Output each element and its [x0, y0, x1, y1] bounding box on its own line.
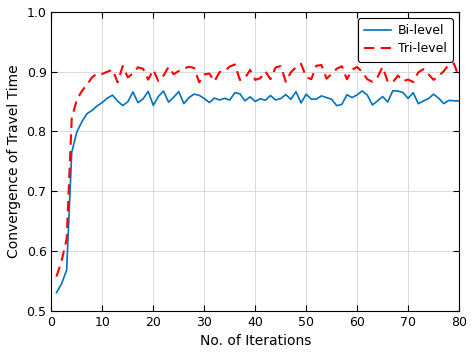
- X-axis label: No. of Iterations: No. of Iterations: [200, 334, 311, 348]
- Line: Bi-level: Bi-level: [56, 91, 459, 293]
- Tri-level: [298, 62, 304, 66]
- Bi-level: [415, 102, 421, 106]
- Tri-level: [456, 76, 462, 80]
- Bi-level: [293, 89, 299, 94]
- Bi-level: [298, 101, 304, 105]
- Bi-level: [232, 91, 237, 95]
- Bi-level: [54, 291, 59, 295]
- Legend: Bi-level, Tri-level: Bi-level, Tri-level: [358, 18, 453, 62]
- Bi-level: [329, 97, 335, 102]
- Bi-level: [456, 99, 462, 103]
- Tri-level: [54, 274, 59, 279]
- Bi-level: [390, 89, 396, 93]
- Bi-level: [313, 97, 319, 101]
- Line: Tri-level: Tri-level: [56, 64, 459, 277]
- Tri-level: [410, 80, 416, 84]
- Tri-level: [293, 65, 299, 69]
- Tri-level: [451, 61, 457, 66]
- Tri-level: [232, 62, 237, 66]
- Tri-level: [329, 72, 335, 76]
- Tri-level: [313, 64, 319, 68]
- Y-axis label: Convergence of Travel Time: Convergence of Travel Time: [7, 65, 21, 258]
